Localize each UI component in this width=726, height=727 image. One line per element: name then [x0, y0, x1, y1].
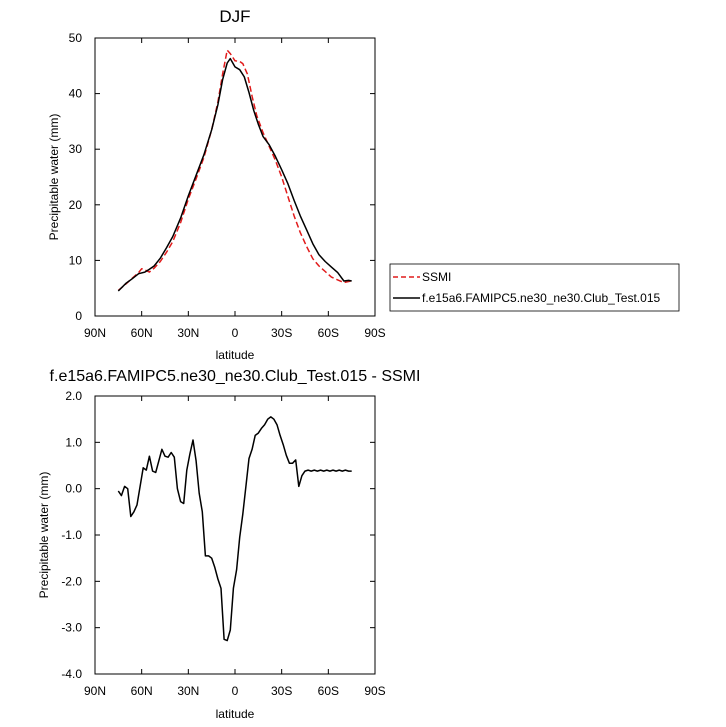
top-y-tick-label: 10	[69, 253, 83, 267]
bottom-x-tick-label: 60S	[318, 684, 339, 698]
top-series-line-1	[117, 57, 352, 292]
bottom-panel: f.e15a6.FAMIPC5.ne30_ne30.Club_Test.015 …	[37, 368, 420, 721]
bottom-x-tick-label: 90S	[364, 684, 385, 698]
top-x-tick-label: 0	[232, 326, 239, 340]
top-y-tick-label: 50	[69, 31, 83, 45]
top-x-tick-label: 60S	[318, 326, 339, 340]
top-x-tick-label: 90N	[84, 326, 106, 340]
bottom-y-ticks: -4.0 -3.0 -2.0 -1.0 0.0 1.0 2.0	[61, 389, 375, 681]
top-y-tick-label: 20	[69, 198, 83, 212]
top-y-tick-label: 40	[69, 87, 83, 101]
bottom-series-line-0	[117, 416, 352, 642]
bottom-y-tick-label: -4.0	[61, 667, 82, 681]
bottom-y-axis-label: Precipitable water (mm)	[37, 472, 51, 599]
top-y-ticks: 0 10 20 30 40 50	[69, 31, 375, 323]
bottom-x-ticks: 90N 60N 30N 0 30S 60S 90S	[84, 396, 386, 698]
legend-box	[389, 263, 680, 312]
top-series-line-0	[117, 49, 352, 291]
top-y-tick-label: 30	[69, 142, 83, 156]
bottom-x-tick-label: 30S	[271, 684, 292, 698]
bottom-x-tick-label: 0	[232, 684, 239, 698]
bottom-x-tick-label: 60N	[131, 684, 153, 698]
top-x-axis-label: latitude	[216, 348, 255, 362]
legend-model-label: f.e15a6.FAMIPC5.ne30_ne30.Club_Test.015	[422, 291, 660, 305]
bottom-y-tick-label: 2.0	[65, 389, 82, 403]
bottom-x-tick-label: 30N	[177, 684, 199, 698]
top-x-tick-label: 30S	[271, 326, 292, 340]
top-x-tick-label: 60N	[131, 326, 153, 340]
top-x-tick-label: 90S	[364, 326, 385, 340]
bottom-y-tick-label: 1.0	[65, 435, 82, 449]
bottom-y-tick-label: -1.0	[61, 528, 82, 542]
bottom-series-lines	[117, 416, 352, 642]
bottom-chart-title: f.e15a6.FAMIPC5.ne30_ne30.Club_Test.015 …	[50, 368, 421, 385]
top-chart-title: DJF	[219, 7, 250, 26]
bottom-plot-frame	[94, 395, 376, 675]
bottom-x-axis-label: latitude	[216, 707, 255, 721]
top-x-ticks: 90N 60N 30N 0 30S 60S 90S	[84, 38, 386, 340]
bottom-x-tick-label: 90N	[84, 684, 106, 698]
top-panel: DJF 90N 60N 30N 0 30S 60S 90S 0 10 20 30 40 50 lati…	[47, 7, 386, 362]
top-y-axis-label: Precipitable water (mm)	[47, 114, 61, 241]
bottom-y-tick-label: -3.0	[61, 621, 82, 635]
legend: SSMI f.e15a6.FAMIPC5.ne30_ne30.Club_Test…	[389, 263, 680, 312]
bottom-y-tick-label: -2.0	[61, 574, 82, 588]
legend-ssmi-label: SSMI	[422, 270, 451, 284]
top-y-tick-label: 0	[75, 309, 82, 323]
bottom-y-tick-label: 0.0	[65, 482, 82, 496]
top-series-lines	[117, 49, 352, 292]
top-x-tick-label: 30N	[177, 326, 199, 340]
